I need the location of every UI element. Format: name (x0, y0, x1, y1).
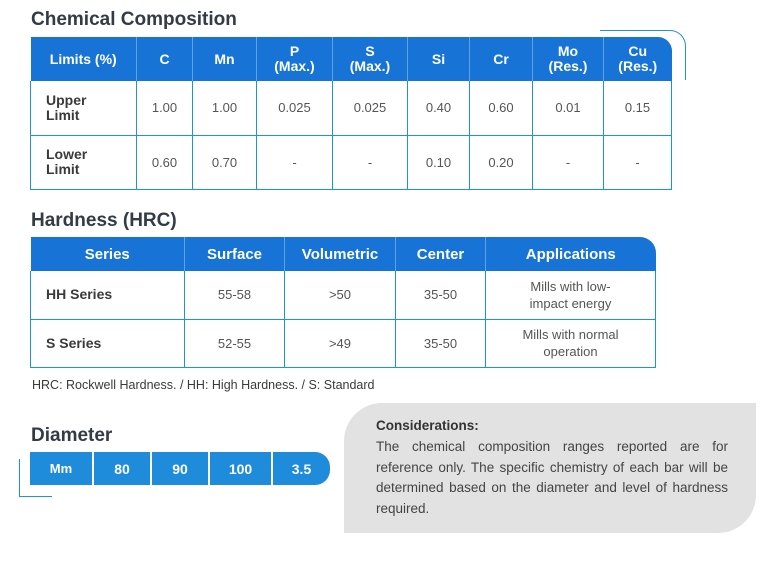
cell-c: 1.00 (136, 81, 193, 136)
diameter-value: 100 (209, 452, 273, 485)
diameter-value: 90 (151, 452, 210, 485)
chem-header-limits: Limits (%) (30, 37, 137, 81)
cell-application: Mills with low-impact energy (485, 271, 656, 320)
chem-header-c: C (136, 37, 193, 81)
chem-header-mn: Mn (192, 37, 257, 81)
cell-mo: 0.01 (532, 81, 604, 136)
cell-s: - (332, 135, 408, 190)
chem-header-si: Si (407, 37, 470, 81)
cell-p: - (256, 135, 333, 190)
hardness-table: Series Surface Volumetric Center Applica… (30, 237, 656, 368)
considerations-title: Considerations: (376, 418, 479, 433)
hardness-title: Hardness (HRC) (31, 210, 177, 231)
hardness-row-s: S Series 52-55 >49 35-50 Mills with norm… (30, 319, 656, 368)
series-name: HH Series (30, 271, 185, 320)
cell-s: 0.025 (332, 81, 408, 136)
cell-p: 0.025 (256, 81, 333, 136)
cell-mn: 0.70 (192, 135, 257, 190)
cell-cu: - (603, 135, 672, 190)
diameter-value: 3.5 (272, 452, 330, 485)
chem-header-s: S (Max.) (332, 37, 408, 81)
hardness-header-applications: Applications (485, 237, 656, 271)
hardness-header-center: Center (395, 237, 486, 271)
hardness-header-series: Series (30, 237, 185, 271)
diameter-value: 80 (93, 452, 152, 485)
cell-c: 0.60 (136, 135, 193, 190)
hardness-header-surface: Surface (184, 237, 285, 271)
diameter-unit: Mm (30, 452, 94, 485)
cell-volumetric: >49 (284, 319, 396, 368)
chem-row-lower: Lower Limit 0.60 0.70 - - 0.10 0.20 - - (30, 135, 672, 190)
chemical-composition-table: Limits (%) C Mn P (Max.) S (Max.) Si Cr Mo… (30, 37, 672, 190)
chem-header-mo: Mo (Res.) (532, 37, 604, 81)
cell-surface: 55-58 (184, 271, 285, 320)
cell-mo: - (532, 135, 604, 190)
cell-volumetric: >50 (284, 271, 396, 320)
hardness-row-hh: HH Series 55-58 >50 35-50 Mills with low… (30, 271, 656, 320)
hardness-header-row: Series Surface Volumetric Center Applica… (30, 237, 656, 271)
cell-mn: 1.00 (192, 81, 257, 136)
cell-center: 35-50 (395, 271, 486, 320)
chem-corner-decoration (600, 30, 686, 80)
cell-cr: 0.60 (469, 81, 533, 136)
cell-center: 35-50 (395, 319, 486, 368)
diameter-table: Mm 80 90 100 3.5 (30, 452, 330, 485)
considerations-box: Considerations: The chemical composition… (344, 403, 756, 533)
chemical-composition-title: Chemical Composition (31, 9, 237, 30)
cell-application: Mills with normal operation (485, 319, 656, 368)
chemical-composition-table-wrapper: Limits (%) C Mn P (Max.) S (Max.) Si Cr Mo… (30, 37, 672, 190)
cell-cr: 0.20 (469, 135, 533, 190)
diameter-title: Diameter (31, 425, 113, 446)
hardness-table-wrapper: Series Surface Volumetric Center Applica… (30, 237, 656, 368)
series-name: S Series (30, 319, 185, 368)
chem-header-row: Limits (%) C Mn P (Max.) S (Max.) Si Cr Mo… (30, 37, 672, 81)
chem-header-cr: Cr (469, 37, 533, 81)
cell-surface: 52-55 (184, 319, 285, 368)
diameter-row: Mm 80 90 100 3.5 (30, 452, 330, 485)
diameter-bracket-decoration (19, 459, 52, 497)
cell-cu: 0.15 (603, 81, 672, 136)
hardness-footnote: HRC: Rockwell Hardness. / HH: High Hardn… (32, 378, 375, 392)
diameter-bar: Mm 80 90 100 3.5 (30, 452, 332, 486)
considerations-text: The chemical composition ranges reported… (376, 439, 728, 516)
chem-header-p: P (Max.) (256, 37, 333, 81)
chem-header-cu: Cu (Res.) (603, 37, 672, 81)
cell-si: 0.10 (407, 135, 470, 190)
chem-row-upper: Upper Limit 1.00 1.00 0.025 0.025 0.40 0.… (30, 81, 672, 136)
cell-si: 0.40 (407, 81, 470, 136)
hardness-header-volumetric: Volumetric (284, 237, 396, 271)
row-label: Upper Limit (30, 81, 137, 136)
row-label: Lower Limit (30, 135, 137, 190)
